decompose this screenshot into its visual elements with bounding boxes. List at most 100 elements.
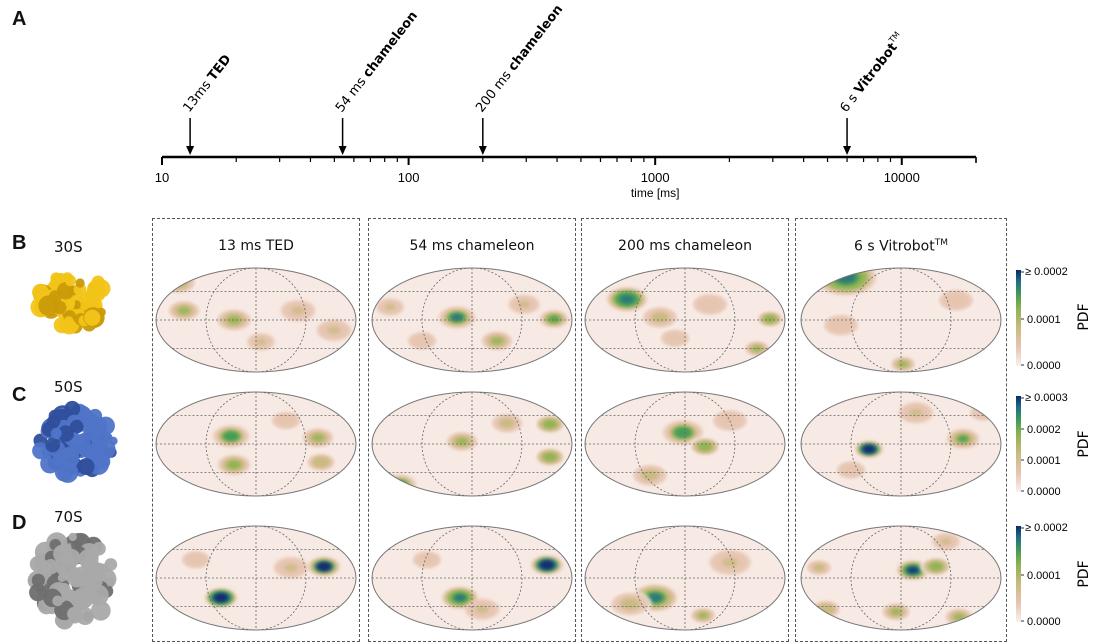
density-blob <box>752 345 762 352</box>
density-blob <box>940 538 952 545</box>
colorbar-2-mid: 0.0002 <box>1027 424 1061 436</box>
mollweide-map-r1-c3 <box>585 268 785 372</box>
row-label-30s: 30S <box>54 238 83 256</box>
map-outline <box>584 391 786 497</box>
density-blob <box>909 408 923 417</box>
column-title-1: 13 ms TED <box>218 238 294 254</box>
map-outline <box>155 391 357 497</box>
mollweide-map-r1-c2 <box>372 268 572 372</box>
density-blob <box>189 555 203 564</box>
graticule-meridian-ellipse <box>850 392 952 496</box>
map-outline <box>584 525 786 631</box>
density-blob <box>501 419 513 427</box>
colorbar-3-max: ≥ 0.0002 <box>1025 522 1068 534</box>
map-outline <box>155 525 357 631</box>
subunit-70s-structure <box>27 532 118 630</box>
mollweide-map-r2-c4 <box>801 392 1001 496</box>
colorbars: ≥ 0.0002 0.0001 0.0000 PDF ≥ 0.0003 0.00… <box>1016 266 1092 628</box>
panel-letter-c: C <box>12 384 27 406</box>
colorbar-1-title: PDF <box>1076 303 1092 330</box>
density-blob <box>907 567 919 574</box>
graticule-meridian-ellipse <box>850 526 952 630</box>
map-outline <box>155 267 357 373</box>
density-blob <box>392 480 408 489</box>
column-title-4: 6 s VitrobotTM <box>854 238 948 255</box>
density-blob <box>315 459 327 466</box>
density-blob <box>957 435 969 442</box>
graticule-meridian-ellipse <box>205 526 307 630</box>
density-blob <box>702 299 718 310</box>
graticule-meridian-ellipse <box>205 268 307 372</box>
density-blob <box>284 563 298 572</box>
colorbar-2 <box>1016 396 1021 492</box>
tick-label: 10 <box>155 170 169 185</box>
graticule-meridian-ellipse <box>634 392 736 496</box>
density-blob <box>836 271 856 284</box>
mollweide-map-r3-c3 <box>585 526 785 630</box>
density-blob <box>456 437 468 445</box>
density-blob <box>948 295 964 305</box>
event-arrowhead <box>478 146 487 155</box>
colorbar-3-title: PDF <box>1076 560 1092 587</box>
map-outline <box>371 267 573 373</box>
mollweide-map-r1-c1 <box>156 268 356 372</box>
mollweide-map-r1-c4 <box>801 268 1001 372</box>
density-blob <box>930 563 942 570</box>
mollweide-map-r2-c3 <box>585 392 785 496</box>
density-blob <box>544 421 556 428</box>
colorbar-2-min: 0.0000 <box>1027 486 1061 498</box>
density-blob <box>384 303 396 311</box>
subunit-50s-structure <box>32 400 118 483</box>
density-blob <box>898 361 908 367</box>
density-blob <box>833 320 849 330</box>
density-blob <box>327 326 341 335</box>
colorbar-3-min: 0.0000 <box>1027 616 1061 628</box>
density-blob <box>215 594 227 601</box>
density-blob <box>890 608 902 615</box>
subunit-30s-structure <box>30 272 111 335</box>
panel-letter-b: B <box>12 232 27 254</box>
density-blob <box>415 336 429 345</box>
graticule-meridian-ellipse <box>850 268 952 372</box>
colorbar-1-mid: 0.0001 <box>1027 314 1061 326</box>
density-blob <box>676 428 690 437</box>
mollweide-map-r2-c1 <box>156 392 356 496</box>
graticule-meridian-ellipse <box>205 392 307 496</box>
density-blob <box>491 337 503 345</box>
density-blob <box>518 300 530 308</box>
density-blob <box>864 446 874 452</box>
density-blob <box>698 612 708 619</box>
colorbar-3-mid: 0.0001 <box>1027 570 1061 582</box>
colorbar-2-max: ≥ 0.0003 <box>1025 392 1068 404</box>
map-outline <box>584 267 786 373</box>
event-arrowhead <box>186 146 195 155</box>
map-outline <box>800 391 1002 497</box>
tick-label: 10000 <box>884 170 920 185</box>
event-arrowhead <box>843 146 852 155</box>
column-title-3: 200 ms chameleon <box>618 238 752 254</box>
panel-letter-d: D <box>12 512 27 534</box>
density-blob <box>699 443 711 450</box>
density-blob <box>653 313 667 322</box>
colorbar-1 <box>1016 270 1021 366</box>
density-blob <box>844 466 858 474</box>
tick-label: 1000 <box>641 170 670 185</box>
graticule-meridian-ellipse <box>634 268 736 372</box>
row-label-70s: 70S <box>54 508 83 526</box>
event-arrowhead <box>338 146 347 155</box>
density-blob <box>647 593 663 603</box>
mollweide-map-r2-c2 <box>372 392 572 496</box>
density-blob <box>953 613 965 621</box>
density-blob <box>549 316 559 322</box>
density-blob <box>622 599 638 609</box>
mollweide-map-r3-c2 <box>372 526 572 630</box>
density-blob <box>475 605 489 614</box>
colorbar-1-min: 0.0000 <box>1027 360 1061 372</box>
density-blob <box>541 561 553 569</box>
density-blob <box>178 307 190 315</box>
density-blob <box>279 416 293 425</box>
density-blob <box>814 564 824 571</box>
density-blob <box>255 338 267 345</box>
